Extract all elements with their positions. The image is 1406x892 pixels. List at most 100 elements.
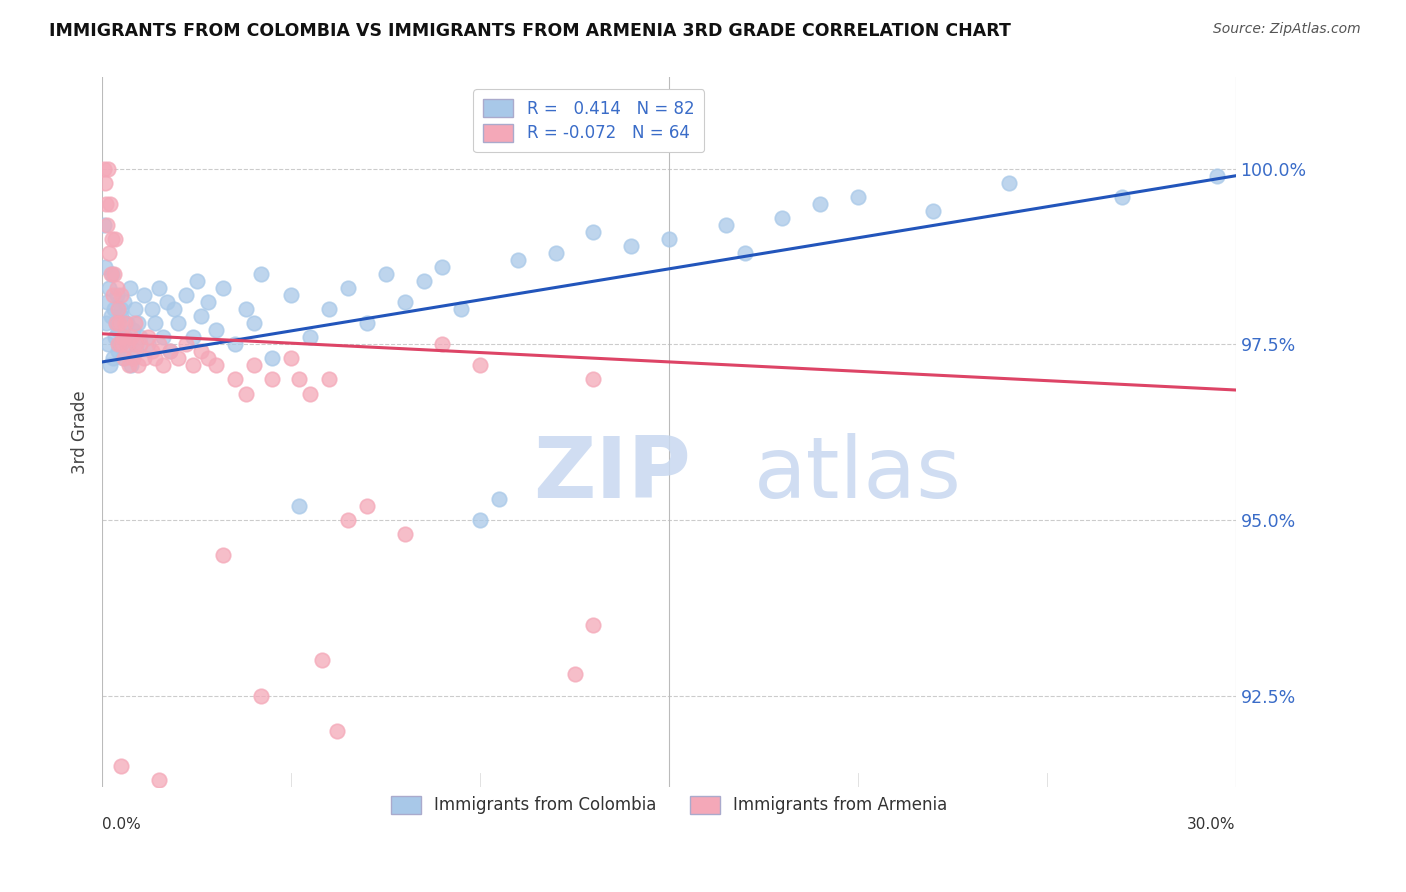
Point	[262, 351, 284, 366]
Point	[105, 281, 128, 295]
Point	[104, 316, 127, 330]
Point	[280, 288, 302, 302]
Point	[582, 225, 605, 239]
Point	[152, 359, 174, 373]
Point	[197, 295, 219, 310]
Point	[143, 351, 166, 366]
Point	[96, 218, 118, 232]
Point	[235, 302, 257, 317]
Point	[356, 316, 378, 330]
Point	[174, 337, 197, 351]
Point	[242, 316, 264, 330]
Point	[124, 316, 146, 330]
Point	[125, 337, 148, 351]
Point	[488, 491, 510, 506]
Point	[118, 359, 141, 373]
Point	[101, 232, 124, 246]
Text: IMMIGRANTS FROM COLOMBIA VS IMMIGRANTS FROM ARMENIA 3RD GRADE CORRELATION CHART: IMMIGRANTS FROM COLOMBIA VS IMMIGRANTS F…	[49, 22, 1011, 40]
Point	[582, 372, 605, 386]
Point	[103, 330, 125, 344]
Point	[118, 281, 141, 295]
Point	[97, 337, 120, 351]
Point	[132, 351, 155, 366]
Point	[110, 302, 132, 317]
Point	[94, 260, 117, 274]
Point	[374, 267, 396, 281]
Point	[120, 330, 142, 344]
Point	[167, 316, 190, 330]
Point	[101, 267, 124, 281]
Point	[112, 351, 135, 366]
Point	[115, 316, 138, 330]
Point	[93, 218, 115, 232]
Point	[136, 330, 159, 344]
Point	[658, 232, 681, 246]
Point	[288, 499, 311, 513]
Point	[204, 359, 226, 373]
Point	[582, 618, 605, 632]
Point	[1111, 190, 1133, 204]
Point	[114, 316, 136, 330]
Point	[336, 513, 359, 527]
Text: atlas: atlas	[754, 434, 962, 516]
Point	[107, 302, 129, 317]
Point	[103, 302, 125, 317]
Point	[734, 246, 756, 260]
Point	[470, 513, 492, 527]
Point	[336, 281, 359, 295]
Point	[250, 267, 273, 281]
Point	[506, 253, 529, 268]
Point	[127, 359, 149, 373]
Point	[120, 359, 142, 373]
Point	[143, 316, 166, 330]
Point	[110, 288, 132, 302]
Point	[288, 372, 311, 386]
Point	[96, 316, 118, 330]
Point	[107, 323, 129, 337]
Point	[325, 723, 347, 738]
Point	[148, 337, 170, 351]
Point	[159, 344, 181, 359]
Point	[98, 359, 121, 373]
Point	[544, 246, 567, 260]
Point	[432, 260, 454, 274]
Point	[224, 337, 246, 351]
Point	[186, 274, 208, 288]
Point	[212, 548, 235, 562]
Point	[174, 288, 197, 302]
Point	[394, 527, 416, 541]
Point	[1205, 169, 1227, 183]
Point	[167, 351, 190, 366]
Point	[103, 267, 125, 281]
Point	[212, 281, 235, 295]
Point	[100, 267, 122, 281]
Point	[115, 337, 138, 351]
Point	[121, 351, 143, 366]
Text: Source: ZipAtlas.com: Source: ZipAtlas.com	[1213, 22, 1361, 37]
Point	[104, 316, 127, 330]
Point	[262, 372, 284, 386]
Text: ZIP: ZIP	[533, 434, 690, 516]
Point	[242, 359, 264, 373]
Point	[181, 359, 204, 373]
Point	[129, 337, 152, 351]
Point	[432, 337, 454, 351]
Point	[107, 337, 129, 351]
Point	[103, 232, 125, 246]
Point	[148, 772, 170, 787]
Point	[299, 330, 322, 344]
Point	[450, 302, 472, 317]
Point	[93, 161, 115, 176]
Point	[356, 499, 378, 513]
Point	[620, 239, 643, 253]
Point	[141, 302, 163, 317]
Point	[190, 344, 212, 359]
Point	[107, 344, 129, 359]
Point	[125, 344, 148, 359]
Point	[159, 344, 181, 359]
Point	[998, 176, 1021, 190]
Point	[114, 330, 136, 344]
Point	[121, 323, 143, 337]
Point	[564, 667, 586, 681]
Point	[299, 386, 322, 401]
